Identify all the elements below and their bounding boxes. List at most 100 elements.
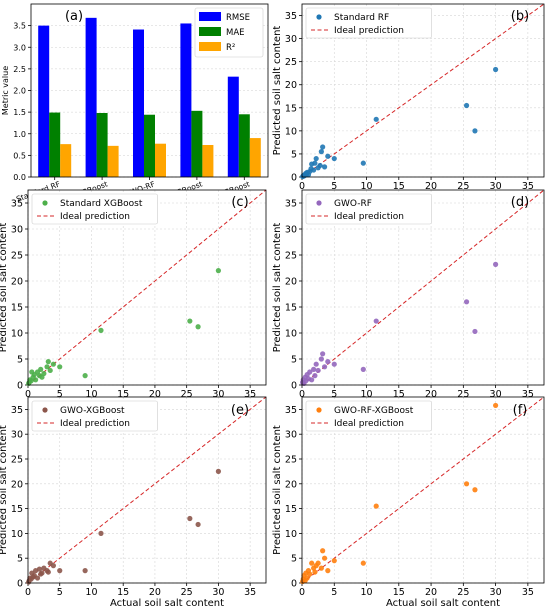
x-tick-label: 10 <box>360 181 372 192</box>
x-tick-label: 30 <box>490 181 502 192</box>
legend-label: GWO-RF <box>334 199 372 209</box>
y-tick-label: 35 <box>11 405 23 416</box>
data-point <box>311 366 317 372</box>
legend-label: Standard RF <box>334 13 389 23</box>
bar-mae-4 <box>191 110 203 177</box>
y-tick-label: 15 <box>11 303 23 314</box>
data-point <box>309 377 315 383</box>
x-tick-label: 35 <box>522 389 534 400</box>
legend-label: GWO-RF-XGBoost <box>334 406 414 416</box>
y-tick-label: 5 <box>291 355 297 366</box>
y-tick-label: 15 <box>285 103 297 114</box>
data-point <box>187 318 193 324</box>
data-point <box>331 155 337 162</box>
bar-r-1 <box>60 144 72 177</box>
y-tick-label: 30 <box>285 430 297 441</box>
data-point <box>39 570 45 576</box>
y-tick-label: 25 <box>11 455 23 466</box>
legend-label: Standard XGBoost <box>60 199 143 209</box>
data-point <box>307 369 313 375</box>
legend-marker <box>316 200 322 206</box>
x-axis-label: Actual soil salt content <box>110 598 224 607</box>
ideal-prediction-line <box>301 396 545 584</box>
y-tick-label: 5 <box>17 554 23 565</box>
x-tick-label: 10 <box>85 389 97 400</box>
x-tick-label: 25 <box>457 181 469 192</box>
legend-ideal-label: Ideal prediction <box>334 26 404 36</box>
y-tick-label: 20 <box>285 80 297 91</box>
x-tick-label: 0 <box>25 587 31 598</box>
legend-marker <box>316 407 322 413</box>
legend-label: R² <box>226 43 235 53</box>
ideal-prediction-line <box>27 396 267 584</box>
y-tick-label: 5 <box>17 355 23 366</box>
axes-frame <box>27 189 267 386</box>
bar-mae-3 <box>144 114 155 177</box>
y-tick-label: 35 <box>285 405 297 416</box>
data-point <box>311 167 317 173</box>
y-tick-label: 25 <box>11 251 23 262</box>
data-point <box>320 548 326 554</box>
y-tick-label: 15 <box>285 504 297 515</box>
data-point <box>321 364 328 370</box>
data-point <box>321 555 328 561</box>
x-tick-label: 35 <box>522 181 534 192</box>
ideal-prediction-line <box>27 189 267 386</box>
y-tick-label: 2.0 <box>13 87 26 96</box>
panel-f-scatter: 00 5 5 10 10 15 15 20 20 25 25 30 30 35 35 Actual soil … <box>272 396 545 607</box>
data-point <box>325 153 331 159</box>
x-tick-label: 0 <box>299 389 305 400</box>
data-point <box>320 351 326 357</box>
legend-box <box>31 400 158 432</box>
data-point <box>38 366 44 372</box>
legend-box <box>305 193 432 225</box>
x-tick-label: 10 <box>360 389 372 400</box>
data-point <box>187 515 193 522</box>
y-tick-label: 30 <box>285 34 297 45</box>
data-point <box>50 563 56 569</box>
y-tick-label: 35 <box>285 199 297 210</box>
y-axis-label: Predicted soil salt content <box>272 223 283 353</box>
panel-label: (a) <box>65 9 83 24</box>
legend-ideal-label: Ideal prediction <box>60 419 130 429</box>
data-point <box>98 327 104 333</box>
data-point <box>33 377 39 383</box>
data-point <box>493 261 499 267</box>
data-point <box>41 370 47 377</box>
x-tick-label: 25 <box>181 587 193 598</box>
axes-frame <box>301 189 545 386</box>
y-axis-label: Predicted soil salt content <box>272 26 283 156</box>
data-point <box>360 160 366 166</box>
x-tick-label: 0 <box>25 389 31 400</box>
legend-marker <box>316 14 322 20</box>
x-tick-label: 30 <box>212 587 224 598</box>
y-tick-label: 0 <box>291 381 297 392</box>
data-point <box>45 359 51 365</box>
x-tick-label: 5 <box>331 389 337 400</box>
y-tick-label: 30 <box>11 430 23 441</box>
y-tick-label: 10 <box>285 329 297 340</box>
legend-marker <box>42 407 48 413</box>
data-point <box>312 160 318 166</box>
y-tick-label: 10 <box>285 529 297 540</box>
legend-label: MAE <box>226 28 245 38</box>
x-tick-label: 5 <box>331 587 337 598</box>
data-point <box>360 560 366 566</box>
bar-mae-5 <box>238 114 250 177</box>
y-tick-label: 15 <box>11 504 23 515</box>
data-point <box>315 367 321 374</box>
data-point <box>309 560 315 566</box>
data-point <box>493 66 499 73</box>
x-tick-label: 10 <box>360 587 372 598</box>
data-point <box>34 575 41 581</box>
y-axis-label: Predicted soil salt content <box>272 425 283 555</box>
bar-mae-1 <box>49 112 61 177</box>
bar-rmse-2 <box>85 17 97 178</box>
data-point <box>215 468 221 474</box>
data-point <box>321 164 328 170</box>
x-tick-label: 20 <box>149 389 161 400</box>
y-tick-label: 25 <box>285 57 297 68</box>
